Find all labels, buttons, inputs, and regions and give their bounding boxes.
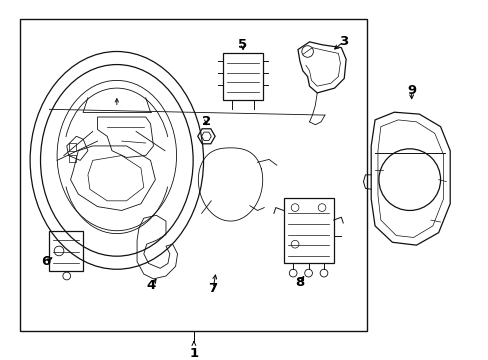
Text: 2: 2 [202,115,210,128]
Text: 3: 3 [338,35,347,48]
Bar [68,143,76,151]
Text: 6: 6 [41,255,50,268]
Text: 5: 5 [238,38,247,51]
Text: 8: 8 [295,276,304,289]
Text: 9: 9 [407,84,415,96]
Text: 4: 4 [146,279,156,292]
Text: 7: 7 [208,282,217,295]
Bar [68,154,76,162]
Text: 1: 1 [189,347,198,360]
Bar [20,19,366,331]
